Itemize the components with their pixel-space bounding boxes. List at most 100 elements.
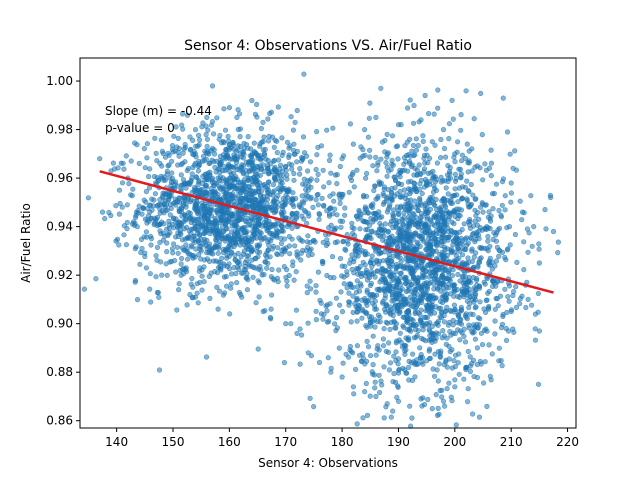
data-point xyxy=(190,151,196,157)
data-point xyxy=(438,174,444,180)
data-point xyxy=(472,292,479,298)
data-point xyxy=(269,246,276,252)
data-point xyxy=(136,160,142,167)
data-point xyxy=(476,232,482,238)
data-point xyxy=(500,95,506,101)
data-point xyxy=(169,143,176,149)
data-point xyxy=(159,163,165,169)
data-point xyxy=(366,115,372,121)
data-point xyxy=(359,315,365,321)
data-point xyxy=(152,135,158,141)
data-point xyxy=(385,285,391,292)
data-point xyxy=(192,236,198,242)
data-point xyxy=(321,202,327,208)
data-point xyxy=(252,171,258,177)
data-point xyxy=(268,306,274,312)
data-point xyxy=(479,342,486,348)
data-point xyxy=(379,266,385,273)
data-point xyxy=(289,225,295,231)
data-point xyxy=(234,230,240,236)
data-point xyxy=(357,249,363,255)
data-point xyxy=(454,230,460,237)
data-point xyxy=(258,125,265,132)
data-point xyxy=(356,209,362,215)
data-point xyxy=(345,241,351,247)
data-point xyxy=(433,392,439,398)
data-point xyxy=(154,203,160,209)
data-point xyxy=(350,141,357,147)
data-point xyxy=(227,311,233,317)
data-point xyxy=(441,319,448,325)
data-point xyxy=(243,230,249,236)
data-point xyxy=(380,343,387,349)
data-point xyxy=(260,308,266,315)
data-point xyxy=(356,352,363,358)
data-point xyxy=(164,240,170,246)
annotation-pvalue: p-value = 0 xyxy=(105,121,175,135)
data-point xyxy=(480,177,486,183)
data-point xyxy=(214,194,221,200)
data-point xyxy=(402,342,408,348)
data-point xyxy=(308,353,315,359)
data-point xyxy=(204,114,210,120)
data-point xyxy=(494,296,500,302)
data-point xyxy=(267,314,274,321)
data-point xyxy=(266,221,272,227)
data-point xyxy=(454,209,460,215)
data-point xyxy=(406,309,412,315)
data-point xyxy=(473,236,479,243)
data-point xyxy=(85,195,91,201)
data-point xyxy=(462,339,469,345)
data-point xyxy=(215,306,221,312)
data-point xyxy=(371,187,377,194)
data-point xyxy=(350,284,356,291)
data-point xyxy=(274,204,280,210)
data-point xyxy=(470,274,476,281)
data-point xyxy=(461,221,467,227)
data-point xyxy=(438,136,444,143)
data-point xyxy=(415,361,421,367)
data-point xyxy=(268,161,274,167)
data-point xyxy=(198,248,204,254)
data-point xyxy=(347,121,354,127)
data-point xyxy=(405,152,412,158)
data-point xyxy=(457,166,464,172)
data-point xyxy=(392,325,398,331)
data-point xyxy=(153,150,159,156)
data-point xyxy=(165,150,171,156)
data-point xyxy=(372,379,378,385)
data-point xyxy=(179,237,185,243)
data-point xyxy=(508,190,515,196)
data-point xyxy=(482,202,488,208)
data-point xyxy=(508,199,514,205)
data-point xyxy=(183,224,190,230)
data-point xyxy=(360,218,366,224)
data-point xyxy=(447,165,453,171)
data-point xyxy=(420,236,426,242)
data-point xyxy=(493,283,499,289)
data-point xyxy=(409,282,415,288)
data-point xyxy=(219,235,225,241)
data-point xyxy=(153,253,159,259)
data-point xyxy=(456,371,462,377)
data-point xyxy=(432,222,438,229)
data-point xyxy=(269,292,275,298)
data-point xyxy=(369,319,376,325)
data-point xyxy=(354,213,360,219)
data-point xyxy=(381,326,387,332)
data-point xyxy=(360,415,366,421)
data-point xyxy=(179,122,185,128)
data-point xyxy=(143,265,149,271)
data-point xyxy=(405,168,411,174)
data-point xyxy=(386,241,392,247)
data-point xyxy=(124,219,130,226)
data-point xyxy=(354,318,360,324)
data-point xyxy=(478,90,484,96)
data-point xyxy=(196,239,202,245)
data-point xyxy=(233,148,239,154)
data-point xyxy=(368,268,375,275)
data-point xyxy=(482,161,488,167)
data-point xyxy=(457,337,463,343)
data-point xyxy=(93,276,99,282)
data-point xyxy=(195,300,201,306)
